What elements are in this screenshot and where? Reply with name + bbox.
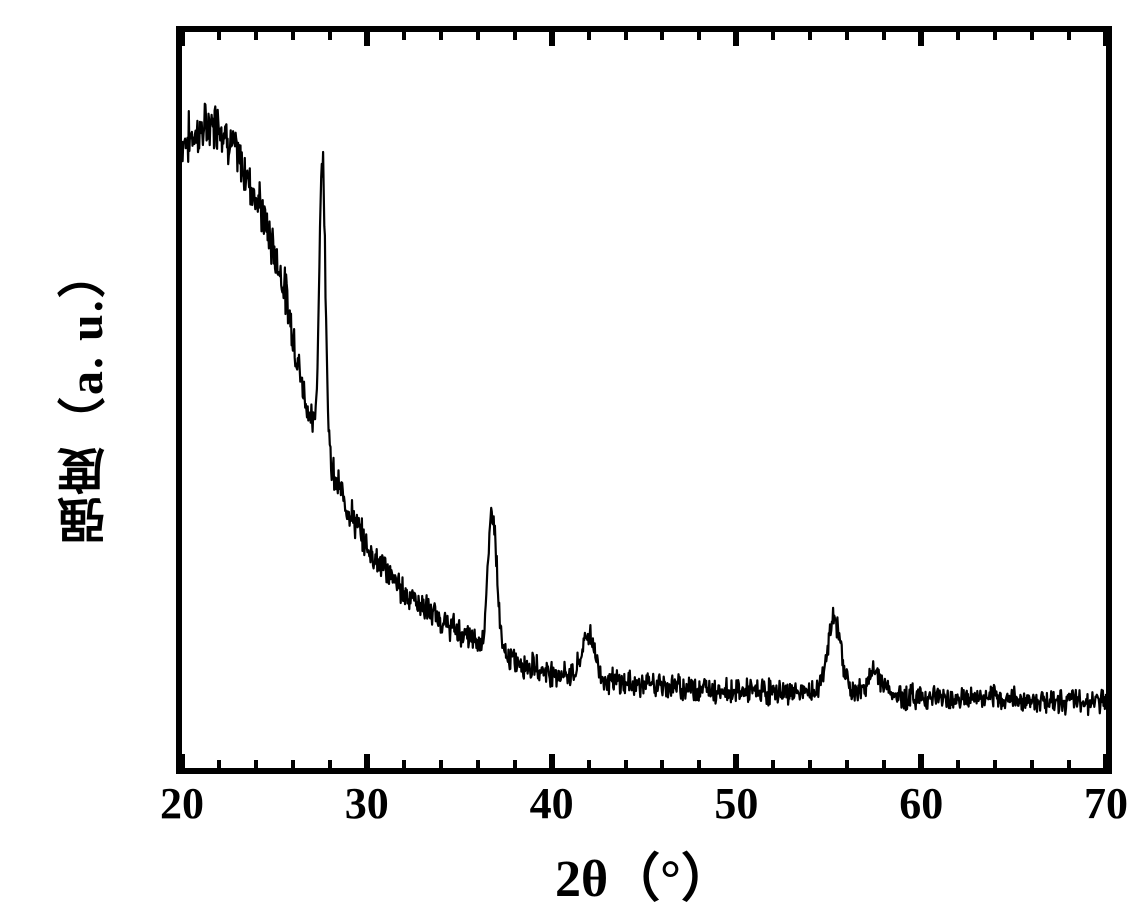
xtick-minor-top [328,32,332,40]
xtick-label: 50 [706,778,766,829]
xtick-major [733,754,739,768]
xtick-minor-top [956,32,960,40]
xtick-minor [845,760,849,768]
xrd-signal-line [182,32,1106,768]
xtick-minor-top [254,32,258,40]
xtick-minor [328,760,332,768]
xtick-minor [993,760,997,768]
xtick-minor-top [808,32,812,40]
xtick-minor-top [1030,32,1034,40]
xtick-minor [882,760,886,768]
xtick-label: 70 [1076,778,1136,829]
xrd-path [182,104,1106,715]
plot-area [176,26,1112,774]
xtick-minor [439,760,443,768]
xtick-minor [697,760,701,768]
xtick-major-top [179,32,185,46]
xtick-label: 60 [891,778,951,829]
xtick-major-top [733,32,739,46]
xtick-minor-top [993,32,997,40]
xtick-minor [808,760,812,768]
xtick-minor [217,760,221,768]
xtick-minor-top [660,32,664,40]
xtick-major-top [549,32,555,46]
xtick-major-top [1103,32,1109,46]
xtick-label: 40 [522,778,582,829]
xtick-minor [513,760,517,768]
xtick-minor-top [1067,32,1071,40]
xtick-minor-top [882,32,886,40]
xtick-minor-top [845,32,849,40]
xtick-minor-top [771,32,775,40]
xtick-minor-top [217,32,221,40]
xtick-minor [1067,760,1071,768]
xtick-minor-top [624,32,628,40]
xtick-minor [291,760,295,768]
xtick-major [1103,754,1109,768]
xtick-minor [254,760,258,768]
xtick-minor [402,760,406,768]
xtick-major [364,754,370,768]
xtick-label: 30 [337,778,397,829]
xtick-minor [1030,760,1034,768]
x-axis-label: 2θ（°） [176,836,1112,911]
xtick-minor-top [291,32,295,40]
xtick-major [179,754,185,768]
xtick-major-top [364,32,370,46]
xtick-minor-top [697,32,701,40]
figure-container: 强度（a. u.） 203040506070 2θ（°） [0,0,1146,905]
xtick-minor-top [587,32,591,40]
xtick-major [549,754,555,768]
xtick-major [918,754,924,768]
xtick-minor [587,760,591,768]
xtick-minor [771,760,775,768]
xtick-minor [476,760,480,768]
xtick-minor-top [513,32,517,40]
y-axis-label: 强度（a. u.） [52,116,122,677]
xtick-label: 20 [152,778,212,829]
xtick-minor [624,760,628,768]
xtick-minor-top [439,32,443,40]
xtick-minor-top [476,32,480,40]
xtick-minor [660,760,664,768]
xtick-minor-top [402,32,406,40]
xtick-major-top [918,32,924,46]
xtick-minor [956,760,960,768]
